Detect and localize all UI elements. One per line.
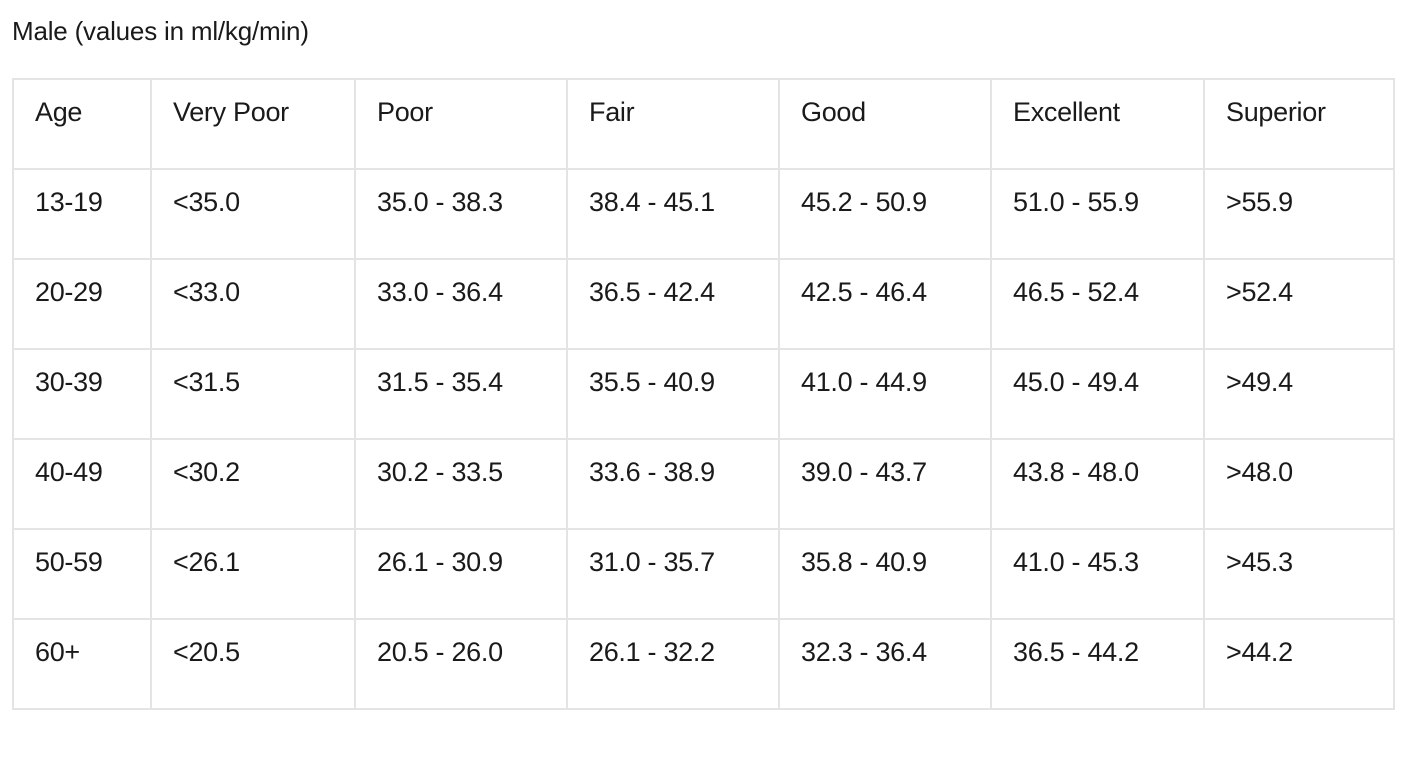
column-header-very-poor: Very Poor <box>150 78 356 170</box>
table-cell: 45.0 - 49.4 <box>990 348 1205 440</box>
table-cell: 46.5 - 52.4 <box>990 258 1205 350</box>
table-cell: 35.5 - 40.9 <box>566 348 780 440</box>
table-cell: 30.2 - 33.5 <box>354 438 568 530</box>
age-cell: 60+ <box>12 618 152 710</box>
table-cell: 45.2 - 50.9 <box>778 168 992 260</box>
table-cell: <35.0 <box>150 168 356 260</box>
column-header-superior: Superior <box>1203 78 1395 170</box>
table-cell: 35.0 - 38.3 <box>354 168 568 260</box>
table-caption: Male (values in ml/kg/min) <box>12 16 309 46</box>
table-cell: 26.1 - 30.9 <box>354 528 568 620</box>
table-header-row: Age Very Poor Poor Fair Good Excellent S… <box>12 78 1395 170</box>
table-cell: 31.0 - 35.7 <box>566 528 780 620</box>
table-cell: 38.4 - 45.1 <box>566 168 780 260</box>
table-cell: 36.5 - 44.2 <box>990 618 1205 710</box>
table-cell: 31.5 - 35.4 <box>354 348 568 440</box>
age-cell: 13-19 <box>12 168 152 260</box>
column-header-fair: Fair <box>566 78 780 170</box>
table-cell: 33.0 - 36.4 <box>354 258 568 350</box>
age-cell: 30-39 <box>12 348 152 440</box>
table-cell: 35.8 - 40.9 <box>778 528 992 620</box>
column-header-good: Good <box>778 78 992 170</box>
table-row: 60+ <20.5 20.5 - 26.0 26.1 - 32.2 32.3 -… <box>12 618 1395 710</box>
table-row: 40-49 <30.2 30.2 - 33.5 33.6 - 38.9 39.0… <box>12 438 1395 530</box>
table-cell: >52.4 <box>1203 258 1395 350</box>
table-cell: >48.0 <box>1203 438 1395 530</box>
column-header-poor: Poor <box>354 78 568 170</box>
table-cell: 33.6 - 38.9 <box>566 438 780 530</box>
age-cell: 20-29 <box>12 258 152 350</box>
table-cell: 26.1 - 32.2 <box>566 618 780 710</box>
table-cell: 42.5 - 46.4 <box>778 258 992 350</box>
table-cell: <33.0 <box>150 258 356 350</box>
table-cell: 41.0 - 45.3 <box>990 528 1205 620</box>
table-cell: >49.4 <box>1203 348 1395 440</box>
table-cell: 20.5 - 26.0 <box>354 618 568 710</box>
table-cell: 39.0 - 43.7 <box>778 438 992 530</box>
table-row: 30-39 <31.5 31.5 - 35.4 35.5 - 40.9 41.0… <box>12 348 1395 440</box>
vo2max-table: Age Very Poor Poor Fair Good Excellent S… <box>12 78 1395 710</box>
column-header-excellent: Excellent <box>990 78 1205 170</box>
age-cell: 50-59 <box>12 528 152 620</box>
table-row: 50-59 <26.1 26.1 - 30.9 31.0 - 35.7 35.8… <box>12 528 1395 620</box>
table-cell: 41.0 - 44.9 <box>778 348 992 440</box>
table-cell: <20.5 <box>150 618 356 710</box>
table-cell: <31.5 <box>150 348 356 440</box>
table-cell: <30.2 <box>150 438 356 530</box>
table-row: 20-29 <33.0 33.0 - 36.4 36.5 - 42.4 42.5… <box>12 258 1395 350</box>
table-cell: <26.1 <box>150 528 356 620</box>
table-cell: >45.3 <box>1203 528 1395 620</box>
column-header-age: Age <box>12 78 152 170</box>
table-cell: 51.0 - 55.9 <box>990 168 1205 260</box>
age-cell: 40-49 <box>12 438 152 530</box>
table-cell: 43.8 - 48.0 <box>990 438 1205 530</box>
table-cell: >44.2 <box>1203 618 1395 710</box>
table-cell: >55.9 <box>1203 168 1395 260</box>
table-cell: 32.3 - 36.4 <box>778 618 992 710</box>
table-cell: 36.5 - 42.4 <box>566 258 780 350</box>
table-row: 13-19 <35.0 35.0 - 38.3 38.4 - 45.1 45.2… <box>12 168 1395 260</box>
